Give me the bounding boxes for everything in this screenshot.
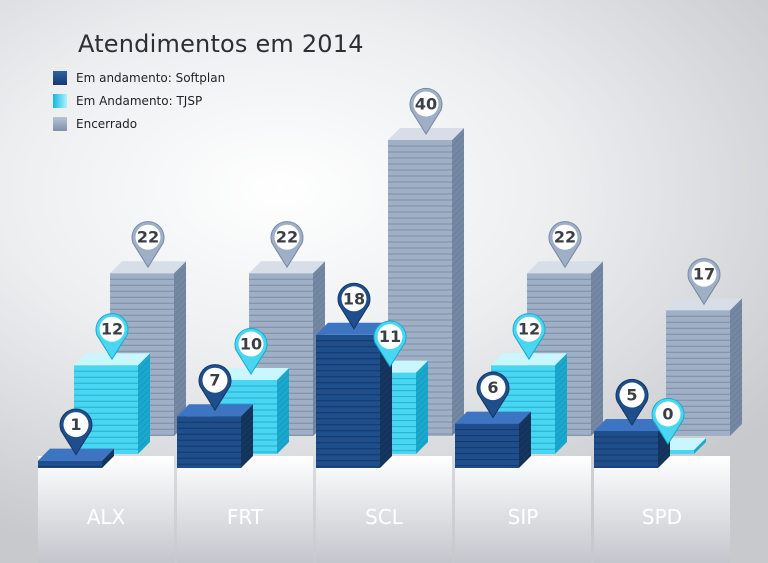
category-label-frt: FRT — [227, 505, 264, 529]
value-pin-alx-encerrado: 22 — [131, 221, 165, 269]
value-pin-frt-em-andamento-tjsp: 10 — [234, 328, 268, 375]
value-pin-sip-em-andamento-softplan: 6 — [476, 371, 510, 419]
data-label-scl-encerrado: 40 — [415, 95, 437, 114]
chart-title: Atendimentos em 2014 — [78, 30, 364, 58]
data-label-scl-em-andamento-softplan: 18 — [343, 289, 365, 308]
category-label-alx: ALX — [87, 505, 126, 529]
data-label-alx-em-andamento-tjsp: 12 — [101, 320, 123, 339]
value-pin-sip-encerrado: 22 — [548, 221, 582, 269]
value-pin-scl-em-andamento-softplan: 18 — [337, 282, 371, 330]
data-label-frt-encerrado: 22 — [276, 228, 298, 247]
category-panel-sip — [455, 456, 591, 563]
category-panel-alx — [38, 456, 174, 563]
legend-item-tjsp: Em Andamento: TJSP — [53, 89, 225, 112]
value-pin-frt-em-andamento-softplan: 7 — [198, 364, 232, 412]
value-pin-spd-encerrado: 17 — [687, 258, 721, 306]
legend-item-softplan: Em andamento: Softplan — [53, 66, 225, 89]
category-panel-scl — [316, 456, 452, 563]
data-label-sip-encerrado: 22 — [554, 228, 576, 247]
bar-frt-em-andamento-softplan — [177, 404, 254, 468]
category-label-scl: SCL — [365, 505, 404, 529]
data-label-sip-em-andamento-tjsp: 12 — [518, 320, 540, 339]
legend: Em andamento: Softplan Em Andamento: TJS… — [53, 66, 225, 135]
bar-sip-em-andamento-softplan — [455, 411, 532, 468]
legend-swatch-encerrado — [53, 116, 67, 131]
legend-label-tjsp: Em Andamento: TJSP — [76, 93, 203, 108]
category-label-spd: SPD — [642, 505, 682, 529]
data-label-spd-encerrado: 17 — [693, 265, 715, 284]
category-label-sip: SIP — [508, 505, 539, 529]
data-label-frt-em-andamento-softplan: 7 — [209, 371, 220, 390]
category-panel-spd — [594, 456, 730, 563]
data-label-spd-em-andamento-tjsp: 0 — [662, 405, 673, 424]
value-pin-scl-em-andamento-tjsp: 11 — [373, 320, 407, 368]
data-label-sip-em-andamento-softplan: 6 — [487, 378, 498, 397]
bar-alx-em-andamento-tjsp — [74, 353, 151, 454]
legend-label-encerrado: Encerrado — [76, 116, 138, 131]
value-pin-sip-em-andamento-tjsp: 12 — [512, 313, 546, 361]
data-label-scl-em-andamento-tjsp: 11 — [379, 327, 401, 346]
value-pin-scl-encerrado: 40 — [409, 88, 443, 135]
value-pin-spd-em-andamento-softplan: 5 — [615, 379, 649, 426]
data-label-spd-em-andamento-softplan: 5 — [626, 386, 637, 405]
category-panel-frt — [177, 456, 313, 563]
data-label-frt-em-andamento-tjsp: 10 — [240, 335, 262, 354]
bar-scl-em-andamento-softplan — [316, 322, 393, 468]
value-pin-frt-encerrado: 22 — [270, 221, 304, 269]
value-pin-spd-em-andamento-tjsp: 0 — [651, 398, 685, 445]
data-label-alx-em-andamento-softplan: 1 — [70, 415, 81, 434]
legend-swatch-tjsp — [53, 93, 67, 108]
legend-swatch-softplan — [53, 70, 67, 85]
value-pin-alx-em-andamento-tjsp: 12 — [95, 313, 129, 361]
value-pin-alx-em-andamento-softplan: 1 — [59, 408, 93, 456]
legend-item-encerrado: Encerrado — [53, 112, 225, 135]
data-label-alx-encerrado: 22 — [137, 228, 159, 247]
legend-label-softplan: Em andamento: Softplan — [76, 70, 226, 85]
